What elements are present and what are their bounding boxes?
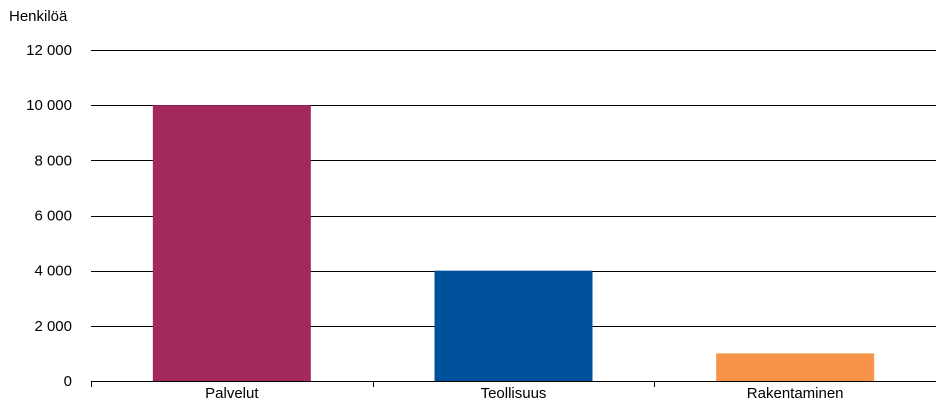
y-tick-label: 2 000	[34, 318, 72, 335]
y-tick-label: 6 000	[34, 208, 72, 225]
bar-teollisuus	[434, 270, 593, 381]
y-axis-unit-label: Henkilöä	[9, 8, 68, 25]
y-tick-labels: 0 2 000 4 000 6 000 8 000 10 000 12 000	[26, 42, 72, 390]
y-tick-label: 0	[64, 373, 72, 390]
y-tick-label: 4 000	[34, 263, 72, 280]
bar-rakentaminen	[716, 353, 875, 381]
x-tick-labels: Palvelut Teollisuus Rakentaminen	[205, 385, 843, 402]
x-tick-label: Rakentaminen	[747, 385, 844, 402]
x-tick-label: Palvelut	[205, 385, 259, 402]
bar-palvelut	[152, 105, 311, 382]
bars	[152, 105, 875, 382]
x-tick-label: Teollisuus	[481, 385, 547, 402]
y-tick-label: 10 000	[26, 97, 72, 114]
x-axis-ticks	[91, 381, 655, 387]
y-tick-label: 8 000	[34, 152, 72, 169]
y-tick-label: 12 000	[26, 42, 72, 59]
